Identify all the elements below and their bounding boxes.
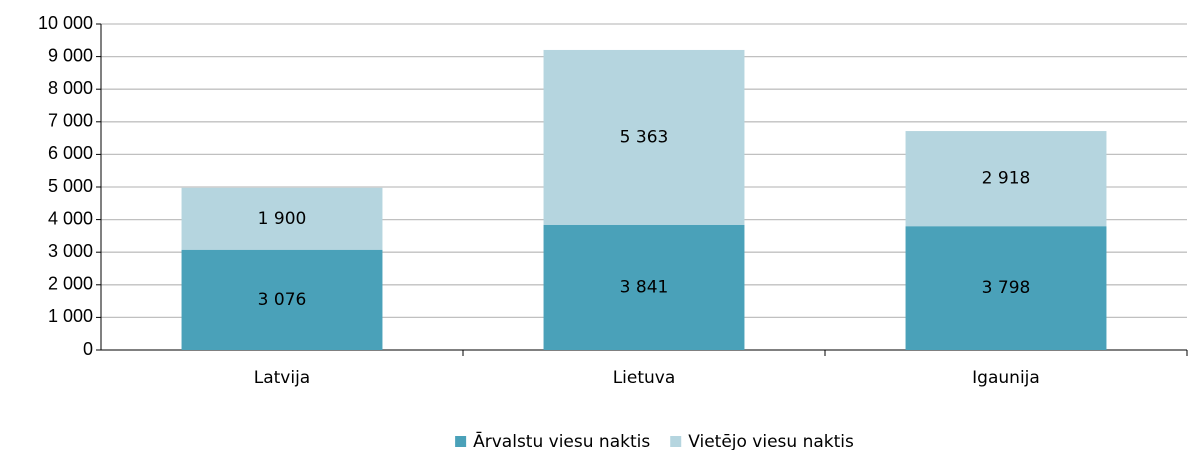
legend-swatch: [455, 436, 467, 447]
data-label: 3 841: [620, 277, 669, 297]
y-tick-label: 4 000: [48, 208, 93, 228]
y-tick-label: 2 000: [48, 274, 93, 294]
legend-label: Vietējo viesu naktis: [688, 432, 854, 450]
bar-segment: [181, 187, 383, 250]
data-label: 2 918: [982, 169, 1031, 189]
x-tick-label: Latvija: [254, 368, 310, 388]
x-tick-label: Lietuva: [613, 368, 676, 388]
bar-segment: [543, 224, 745, 350]
legend-label: Ārvalstu viesu naktis: [473, 430, 650, 450]
data-label: 3 798: [982, 278, 1031, 298]
data-label: 1 900: [258, 209, 307, 229]
y-tick-label: 7 000: [48, 111, 93, 131]
y-tick-label: 1 000: [48, 306, 93, 326]
legend-swatch: [670, 436, 682, 447]
y-tick-label: 5 000: [48, 176, 93, 196]
y-tick-label: 9 000: [48, 45, 93, 65]
bar-segment: [543, 49, 745, 225]
x-tick-label: Igaunija: [972, 368, 1040, 388]
y-tick-label: 10 000: [38, 13, 93, 33]
bar-segment: [181, 249, 383, 350]
bar-segment: [905, 226, 1107, 350]
y-tick-label: 3 000: [48, 241, 93, 261]
data-label: 5 363: [620, 127, 669, 147]
bar-segment: [905, 131, 1107, 227]
y-tick-label: 8 000: [48, 78, 93, 98]
y-tick-label: 6 000: [48, 143, 93, 163]
y-tick-label: 0: [83, 339, 93, 359]
data-label: 3 076: [258, 290, 307, 310]
